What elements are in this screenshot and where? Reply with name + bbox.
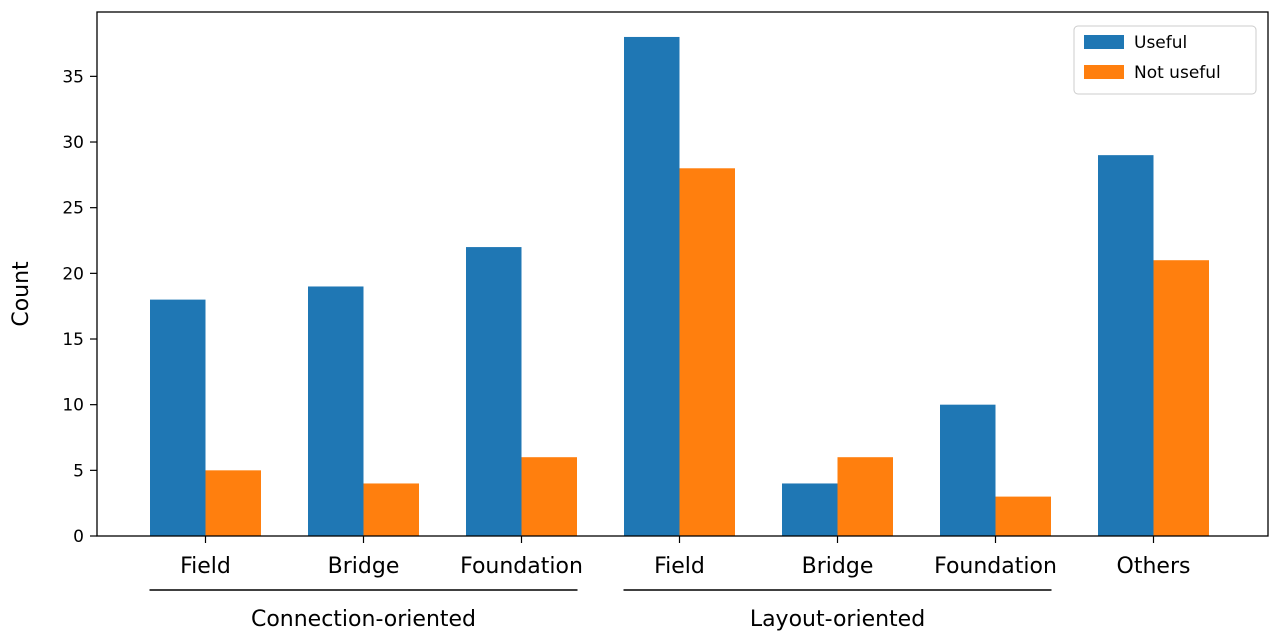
y-tick-label: 25 xyxy=(62,199,84,219)
bar-useful-1 xyxy=(308,286,364,536)
bar-not-useful-4 xyxy=(837,457,893,536)
group-label: Layout-oriented xyxy=(750,607,925,632)
bar-not-useful-5 xyxy=(995,496,1051,536)
legend-label: Not useful xyxy=(1134,63,1221,83)
legend-label: Useful xyxy=(1134,33,1187,53)
x-tick-label: Foundation xyxy=(934,554,1057,579)
bar-not-useful-3 xyxy=(679,168,735,536)
bar-not-useful-0 xyxy=(205,470,261,536)
y-tick-label: 15 xyxy=(62,330,84,350)
y-tick-label: 35 xyxy=(62,67,84,87)
plot-frame xyxy=(96,11,1269,537)
group-label: Connection-oriented xyxy=(251,607,476,632)
bar-useful-5 xyxy=(940,404,996,536)
bar-useful-4 xyxy=(782,483,838,536)
x-tick-label: Foundation xyxy=(460,554,583,579)
x-tick-label: Bridge xyxy=(328,554,400,579)
legend-swatch xyxy=(1084,65,1124,79)
bar-not-useful-2 xyxy=(521,457,577,536)
x-tick-label: Others xyxy=(1117,554,1191,579)
bar-not-useful-6 xyxy=(1153,260,1209,536)
bar-useful-6 xyxy=(1098,155,1154,536)
bar-not-useful-1 xyxy=(363,483,419,536)
bar-useful-3 xyxy=(624,36,680,536)
plot-area: 0 5 10 15 20 25 30 35 Field Bridge Foundation Field… xyxy=(62,11,1269,632)
y-axis-label: Count xyxy=(9,261,34,327)
y-tick-label: 5 xyxy=(73,461,84,481)
x-tick-label: Bridge xyxy=(802,554,874,579)
y-tick-label: 10 xyxy=(62,396,84,416)
bar-useful-2 xyxy=(466,247,522,536)
y-tick-label: 30 xyxy=(62,133,84,153)
bar-useful-0 xyxy=(150,299,206,536)
x-tick-label: Field xyxy=(180,554,231,579)
y-tick-label: 20 xyxy=(62,264,84,284)
y-tick-label: 0 xyxy=(73,527,84,547)
legend-swatch xyxy=(1084,35,1124,49)
x-tick-label: Field xyxy=(654,554,705,579)
